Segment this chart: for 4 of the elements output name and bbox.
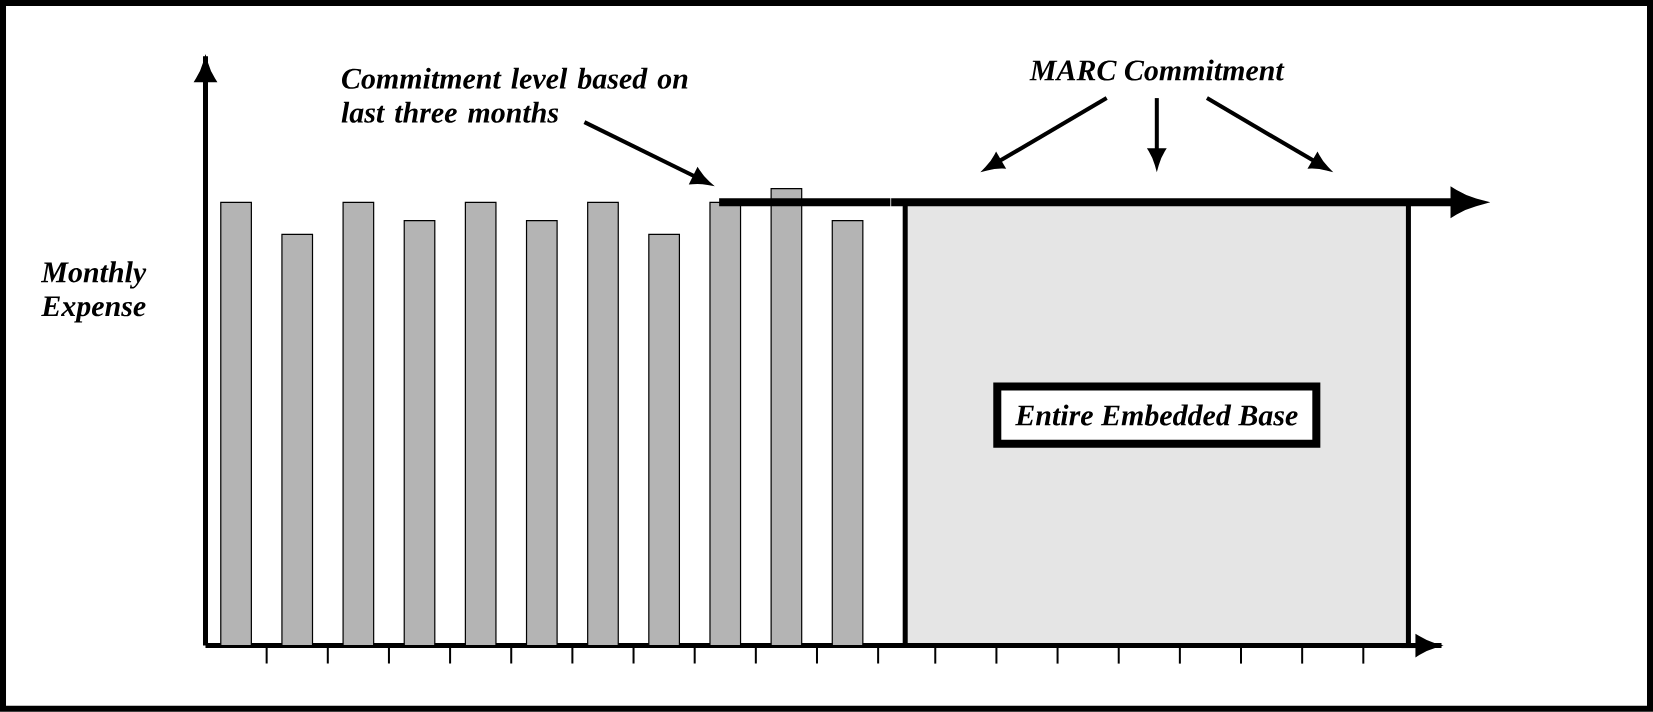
y-axis-title: Monthly Expense [40, 261, 147, 323]
text: Entire Embedded Base [1015, 404, 1298, 426]
ref-line-label: Commitment level based on last three months [341, 67, 688, 123]
text: MARC Commitment [1029, 59, 1285, 81]
